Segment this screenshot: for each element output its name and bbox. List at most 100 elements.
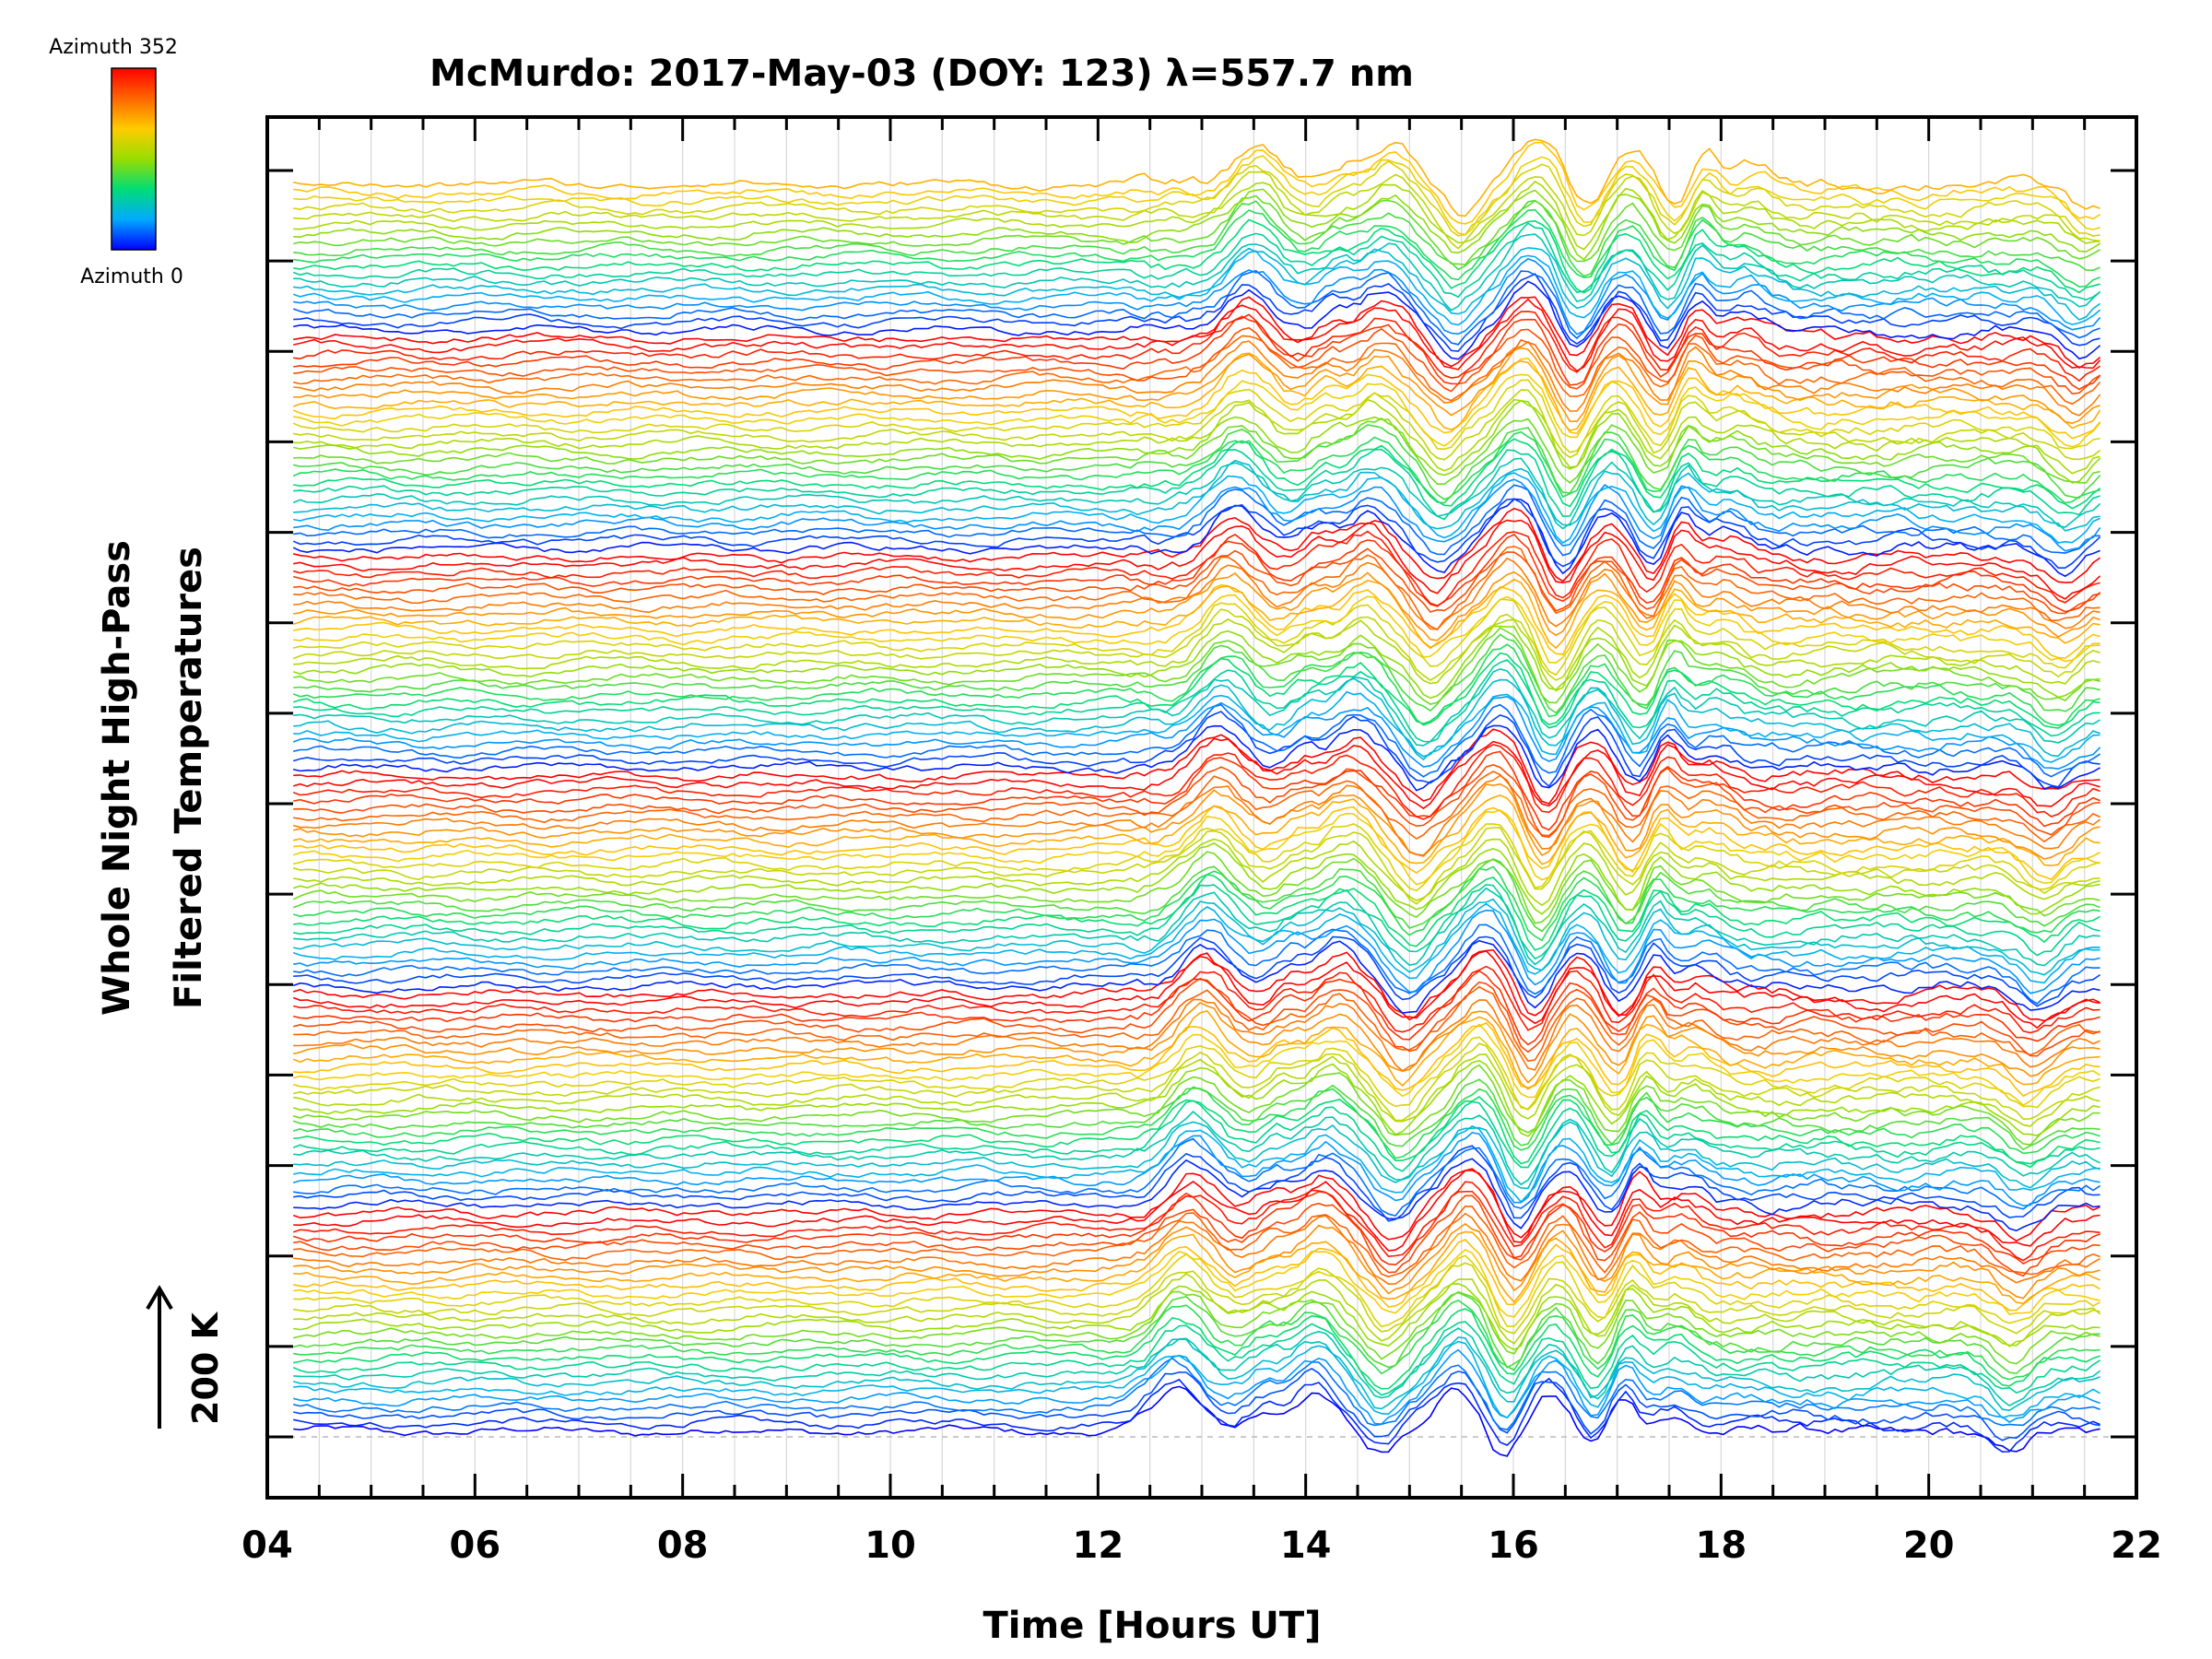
temperature-trace [293, 472, 2100, 545]
temperature-trace [293, 1137, 2101, 1218]
colorbar-gradient [111, 67, 157, 251]
x-tick-label: 04 [241, 1524, 293, 1567]
temperature-trace [293, 965, 2100, 1034]
temperature-trace [293, 618, 2100, 692]
temperature-trace [293, 998, 2100, 1072]
temperature-trace [293, 199, 2100, 277]
temperature-trace [293, 724, 2101, 792]
temperature-trace [293, 909, 2100, 994]
temperature-trace [292, 1009, 2100, 1090]
temperature-trace [292, 625, 2100, 700]
x-axis-title: Time [Hours UT] [983, 1605, 1322, 1647]
temperature-trace [293, 399, 2101, 484]
x-tick-label: 10 [865, 1524, 916, 1567]
temperature-trace [293, 171, 2100, 250]
temperature-trace [292, 744, 2100, 820]
x-tick-label: 16 [1488, 1524, 1539, 1567]
temperature-trace [292, 949, 2100, 1030]
temperature-trace [293, 782, 2100, 860]
temperature-trace [292, 1132, 2100, 1207]
temperature-trace [292, 608, 2100, 681]
temperature-trace [293, 533, 2100, 613]
temperature-trace [293, 1023, 2101, 1107]
temperature-trace [293, 335, 2101, 406]
x-tick-label: 12 [1072, 1524, 1124, 1567]
temperature-trace [292, 841, 2100, 915]
temperature-trace [293, 1021, 2100, 1098]
temperature-trace [293, 1348, 2100, 1425]
temperature-trace [293, 873, 2100, 951]
temperature-trace [293, 389, 2101, 461]
temperature-trace [292, 1181, 2100, 1262]
temperature-trace [293, 883, 2100, 960]
temperature-trace [293, 667, 2101, 747]
x-tick-labels: 04 06 08 10 12 14 16 18 20 22 [241, 1524, 2162, 1567]
temperature-trace [293, 1053, 2100, 1127]
temperature-trace [292, 1168, 2100, 1242]
temperature-traces [292, 138, 2101, 1457]
temperature-trace [293, 1124, 2100, 1204]
temperature-trace [293, 1308, 2100, 1390]
y-axis-title: Whole Night High-Pass Filtered Temperatu… [96, 540, 210, 1016]
temperature-trace [292, 352, 2101, 431]
x-tick-label: 14 [1280, 1524, 1332, 1567]
temperature-trace [293, 347, 2100, 425]
chart-title: McMurdo: 2017-May-03 (DOY: 123) λ=557.7 … [429, 53, 1414, 95]
temperature-trace [292, 457, 2101, 530]
temperature-trace [292, 269, 2100, 346]
temperature-trace [293, 438, 2101, 510]
temperature-trace [293, 598, 2100, 677]
temperature-trace [293, 1205, 2100, 1277]
temperature-trace [293, 677, 2100, 761]
temperature-trace [292, 1059, 2100, 1137]
grid-lines [267, 117, 2136, 1498]
azimuth-colorbar: Azimuth 352 Azimuth 0 [49, 36, 183, 288]
temperature-trace [293, 1299, 2100, 1381]
temperature-trace [293, 373, 2101, 448]
temperature-trace [293, 703, 2101, 778]
temperature-trace [293, 764, 2100, 839]
x-tick-label: 22 [2111, 1524, 2162, 1567]
temperature-trace [293, 155, 2100, 236]
temperature-trace [293, 138, 2100, 218]
temperature-trace [293, 233, 2101, 312]
temperature-trace [293, 1253, 2100, 1328]
temperature-trace [293, 690, 2100, 763]
temperature-trace [293, 257, 2101, 335]
temperature-trace [293, 571, 2100, 641]
temperature-trace [293, 750, 2100, 831]
temperature-trace [293, 141, 2101, 225]
scale-bar: 200 K [146, 1285, 226, 1429]
temperature-trace [292, 1100, 2100, 1172]
temperature-trace [292, 851, 2100, 924]
temperature-trace [292, 250, 2101, 326]
temperature-trace [293, 1158, 2100, 1232]
temperature-trace [293, 887, 2100, 967]
temperature-trace [293, 547, 2101, 615]
temperature-trace [293, 1367, 2100, 1441]
temperature-trace [293, 459, 2100, 532]
temperature-trace [292, 1064, 2100, 1146]
temperature-trace [293, 1377, 2100, 1453]
temperature-trace [293, 1239, 2101, 1312]
temperature-trace [292, 1078, 2100, 1151]
temperature-trace [292, 939, 2100, 1014]
temperature-trace [293, 1170, 2100, 1252]
x-tick-label: 08 [657, 1524, 709, 1567]
y-axis-title-line-1: Whole Night High-Pass [96, 540, 138, 1016]
temperature-trace [293, 1327, 2101, 1407]
temperature-trace [292, 1321, 2101, 1396]
temperature-trace [293, 823, 2100, 892]
temperature-trace [292, 530, 2100, 606]
temperature-trace [293, 194, 2101, 265]
temperature-trace [293, 1357, 2100, 1431]
temperature-trace [293, 298, 2101, 372]
x-tick-label: 18 [1695, 1524, 1747, 1567]
temperature-trace [293, 659, 2100, 743]
plot-frame [265, 115, 2138, 1500]
temperature-trace [293, 208, 2100, 288]
temperature-trace [293, 424, 2101, 500]
x-tick-label: 20 [1903, 1524, 1955, 1567]
scale-bar-arrowhead [146, 1285, 173, 1311]
temperature-trace [293, 1230, 2100, 1305]
